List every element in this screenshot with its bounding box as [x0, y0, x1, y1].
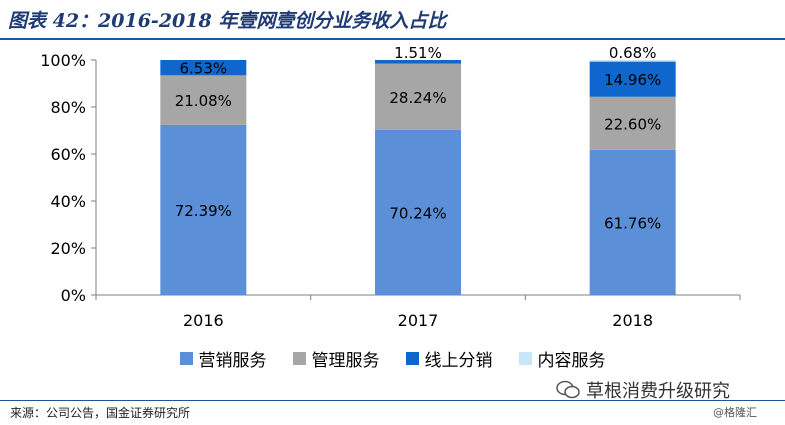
legend-item: 营销服务 [179, 346, 267, 371]
legend: 营销服务 管理服务 线上分销 内容服务 [0, 345, 785, 371]
legend-item: 线上分销 [405, 346, 493, 371]
legend-swatch [179, 351, 193, 365]
bar-segment [589, 149, 676, 295]
y-tick-label: 60% [50, 145, 86, 164]
legend-swatch [518, 351, 532, 365]
data-label: 61.76% [604, 214, 661, 232]
x-tick-label: 2017 [398, 311, 439, 330]
source-note: 来源：公司公告，国金证券研究所 [10, 406, 191, 420]
bar-segment [375, 60, 461, 64]
data-label: 1.51% [394, 44, 442, 62]
watermark: 草根消费升级研究 [556, 377, 730, 403]
watermark-text: 草根消费升级研究 [586, 381, 730, 402]
source-divider [0, 400, 785, 401]
x-tick-label: 2016 [183, 311, 224, 330]
legend-label: 管理服务 [311, 350, 380, 371]
legend-item: 管理服务 [292, 346, 380, 371]
data-label: 22.60% [604, 115, 661, 133]
bar-segment [160, 75, 247, 125]
data-label: 70.24% [389, 204, 446, 222]
data-label: 14.96% [604, 71, 661, 89]
y-tick-label: 80% [50, 98, 86, 117]
legend-swatch [405, 351, 419, 365]
bar-segment [589, 60, 676, 62]
data-label: 6.53% [180, 60, 228, 78]
watermark-sub: @格隆汇 [713, 406, 757, 419]
legend-label: 线上分销 [424, 350, 493, 371]
chart-title: 图表 42：2016-2018 年壹网壹创分业务收入占比 [8, 10, 447, 32]
y-tick-label: 100% [40, 51, 86, 70]
data-label: 21.08% [175, 92, 232, 110]
y-tick-label: 0% [61, 286, 86, 305]
legend-label: 营销服务 [198, 350, 267, 371]
legend-item: 内容服务 [518, 346, 606, 371]
data-label: 72.39% [175, 202, 232, 220]
y-tick-label: 40% [50, 192, 86, 211]
bar-segment [589, 96, 676, 150]
data-label: 0.68% [609, 44, 657, 62]
bar-segment [375, 63, 461, 130]
y-tick-label: 20% [50, 239, 86, 258]
title-bar: 图表 42：2016-2018 年壹网壹创分业务收入占比 [0, 0, 785, 40]
x-tick-label: 2018 [612, 311, 653, 330]
bar-segment [160, 124, 247, 295]
legend-label: 内容服务 [537, 350, 606, 371]
legend-swatch [292, 351, 306, 365]
bar-segment [589, 61, 676, 97]
wechat-icon [556, 380, 580, 400]
bar-segment [375, 129, 461, 295]
stacked-bar-chart: 0% 20% 40% 60% 80% 100% 72.39% 21.08% 6.53% 2016 7… [40, 44, 741, 330]
data-label: 28.24% [389, 89, 446, 107]
bar-segment [160, 60, 247, 76]
